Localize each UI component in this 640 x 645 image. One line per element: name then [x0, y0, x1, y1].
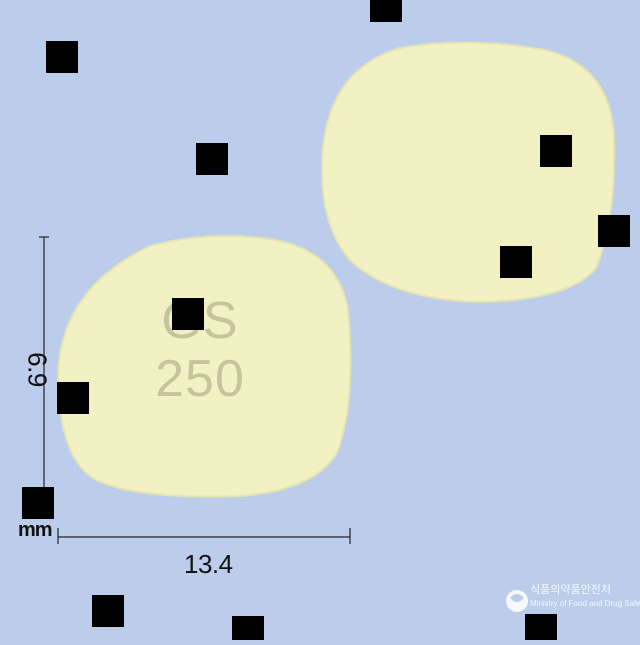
occlusion-square	[540, 135, 572, 167]
unit-label: mm	[18, 519, 53, 541]
occlusion-square	[500, 246, 532, 278]
width-dimension-line	[57, 528, 351, 544]
imprint-line-2: 250	[155, 350, 245, 408]
occlusion-square	[196, 143, 228, 175]
occlusion-square	[525, 614, 557, 640]
occlusion-square	[232, 616, 264, 640]
occlusion-square	[92, 595, 124, 627]
mfds-logo-icon	[506, 590, 528, 612]
pill-front	[56, 235, 352, 498]
watermark-korean: 식품의약품안전처	[530, 584, 611, 596]
height-label: 6.9	[22, 352, 53, 387]
occlusion-square	[46, 41, 78, 73]
pill-back	[320, 41, 616, 304]
occlusion-square	[22, 487, 54, 519]
occlusion-square	[57, 382, 89, 414]
watermark-text: 식품의약품안전처 Ministry of Food and Drug Safet…	[530, 584, 640, 610]
watermark-english: Ministry of Food and Drug Safety	[530, 599, 640, 608]
occlusion-square	[370, 0, 402, 22]
width-label: 13.4	[184, 549, 233, 579]
occlusion-square	[598, 215, 630, 247]
occlusion-square	[172, 298, 204, 330]
